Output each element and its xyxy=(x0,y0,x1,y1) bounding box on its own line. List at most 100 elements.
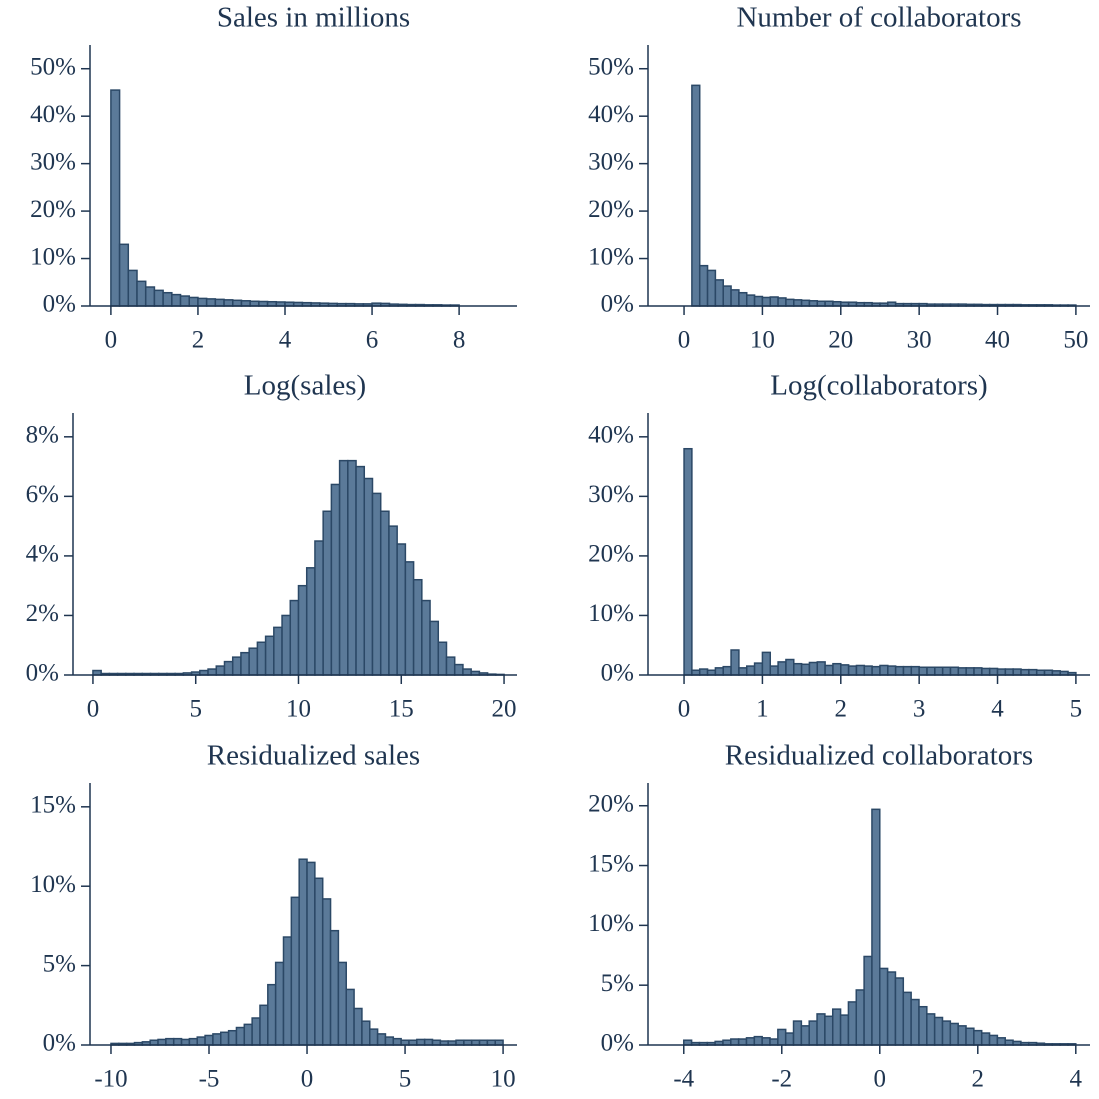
bar xyxy=(197,297,208,307)
chart-title: Log(collaborators) xyxy=(770,370,987,402)
y-tick-label: 15% xyxy=(588,850,634,877)
x-tick-label: 15 xyxy=(389,696,414,723)
bar xyxy=(808,300,819,307)
bar xyxy=(965,1027,975,1046)
chart-title: Sales in millions xyxy=(217,2,410,34)
chart-title: Log(sales) xyxy=(244,370,366,402)
y-tick-label: 30% xyxy=(588,148,634,175)
bar xyxy=(204,1034,214,1046)
bar xyxy=(290,896,300,1046)
y-tick-label: 2% xyxy=(26,600,59,627)
x-tick-label: 1 xyxy=(756,696,769,723)
y-tick-label: 0% xyxy=(43,291,76,318)
x-tick-label: 4 xyxy=(279,327,292,354)
x-tick-label: 30 xyxy=(907,327,932,354)
x-tick-label: 0 xyxy=(678,696,691,723)
x-tick-label: 4 xyxy=(991,696,1004,723)
x-tick-label: 0 xyxy=(874,1066,887,1093)
x-tick-label: 3 xyxy=(913,696,926,723)
bar xyxy=(1020,668,1030,676)
x-tick-label: 2 xyxy=(972,1066,985,1093)
y-tick-label: 0% xyxy=(26,660,59,687)
bar xyxy=(949,666,960,676)
bar xyxy=(761,1037,771,1046)
bar xyxy=(863,955,873,1046)
bar xyxy=(730,649,740,676)
bar xyxy=(691,84,701,307)
x-tick-label: -10 xyxy=(94,1066,127,1093)
y-tick-label: 30% xyxy=(588,481,634,508)
y-tick-label: 0% xyxy=(43,1030,76,1057)
bar xyxy=(918,666,928,676)
bar xyxy=(223,299,234,307)
bar xyxy=(965,667,975,676)
x-tick-label: 0 xyxy=(105,327,118,354)
bar xyxy=(369,1028,379,1046)
bar xyxy=(171,293,182,307)
bar xyxy=(934,666,944,676)
y-tick-label: 10% xyxy=(30,243,76,270)
bar xyxy=(753,1035,763,1046)
bar xyxy=(777,297,787,307)
bar xyxy=(259,1004,269,1046)
y-tick-label: 20% xyxy=(588,790,634,817)
x-tick-label: 8 xyxy=(453,327,466,354)
bar xyxy=(980,1032,991,1046)
y-tick-label: 10% xyxy=(588,243,634,270)
bar xyxy=(706,269,717,307)
bar xyxy=(824,1015,834,1046)
bar xyxy=(118,243,130,307)
bar xyxy=(453,663,464,676)
bar xyxy=(793,299,803,307)
bar xyxy=(745,294,756,307)
bar xyxy=(769,296,779,307)
bar xyxy=(337,961,347,1046)
bar xyxy=(683,447,693,676)
bar xyxy=(698,668,709,676)
y-tick-label: 5% xyxy=(601,970,634,997)
y-tick-label: 0% xyxy=(601,291,634,318)
bar xyxy=(235,1026,246,1046)
bar xyxy=(205,298,217,307)
bar xyxy=(910,998,920,1046)
bar xyxy=(227,1029,238,1046)
bar xyxy=(314,877,324,1046)
bar xyxy=(212,1033,222,1046)
bar xyxy=(215,665,226,676)
x-tick-label: 10 xyxy=(286,696,311,723)
x-tick-label: 0 xyxy=(301,1066,314,1093)
bar xyxy=(1012,668,1022,676)
bar xyxy=(347,459,357,676)
bar xyxy=(338,459,349,676)
bar xyxy=(926,666,936,676)
bar xyxy=(423,1038,434,1046)
bar xyxy=(361,1020,371,1046)
bar xyxy=(321,898,332,1046)
y-tick-label: 5% xyxy=(43,950,76,977)
bar xyxy=(180,1038,191,1046)
bar xyxy=(769,1038,779,1046)
bar xyxy=(738,667,748,676)
bar xyxy=(196,1036,206,1046)
bar xyxy=(988,667,999,676)
bar xyxy=(926,1013,936,1046)
bar xyxy=(297,584,308,676)
x-tick-label: 5 xyxy=(1070,696,1083,723)
bar xyxy=(412,578,423,676)
bar xyxy=(879,664,889,676)
bar xyxy=(722,665,732,676)
bar xyxy=(416,1038,426,1046)
bar xyxy=(816,1013,826,1046)
bar xyxy=(738,291,748,307)
bar xyxy=(808,661,819,676)
y-tick-label: 50% xyxy=(30,53,76,80)
bar xyxy=(933,1016,944,1046)
bar xyxy=(329,929,340,1046)
bar xyxy=(179,295,190,307)
bar xyxy=(306,861,316,1046)
bar xyxy=(745,1037,756,1046)
bar xyxy=(207,668,218,676)
y-tick-label: 10% xyxy=(588,910,634,937)
bar xyxy=(918,1005,928,1046)
bar xyxy=(274,961,285,1046)
